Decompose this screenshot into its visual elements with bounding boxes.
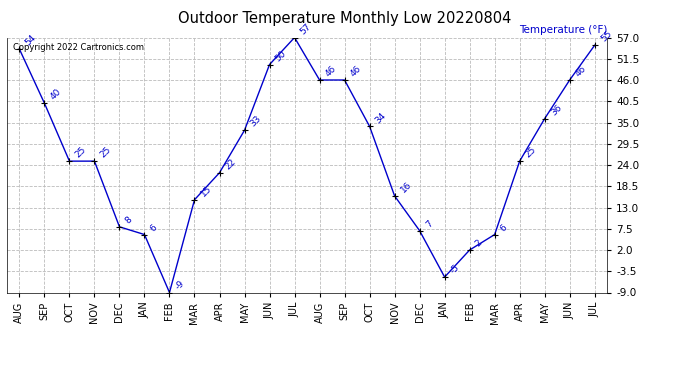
Text: Outdoor Temperature Monthly Low 20220804: Outdoor Temperature Monthly Low 20220804 bbox=[178, 11, 512, 26]
Text: 25: 25 bbox=[524, 146, 538, 160]
Text: 2: 2 bbox=[474, 238, 484, 249]
Text: 25: 25 bbox=[74, 146, 88, 160]
Text: 50: 50 bbox=[274, 49, 288, 63]
Text: 8: 8 bbox=[124, 215, 134, 225]
Text: -5: -5 bbox=[448, 263, 462, 276]
Text: Temperature (°F): Temperature (°F) bbox=[519, 25, 607, 35]
Text: 15: 15 bbox=[199, 184, 213, 198]
Text: 40: 40 bbox=[48, 87, 63, 102]
Text: 46: 46 bbox=[324, 64, 338, 79]
Text: 55: 55 bbox=[599, 29, 613, 44]
Text: 54: 54 bbox=[23, 33, 38, 48]
Text: 36: 36 bbox=[549, 103, 563, 117]
Text: 34: 34 bbox=[374, 111, 388, 125]
Text: 7: 7 bbox=[424, 219, 434, 229]
Text: Copyright 2022 Cartronics.com: Copyright 2022 Cartronics.com bbox=[13, 43, 144, 52]
Text: 22: 22 bbox=[224, 157, 238, 171]
Text: 6: 6 bbox=[148, 223, 159, 233]
Text: -9: -9 bbox=[174, 278, 186, 291]
Text: 46: 46 bbox=[348, 64, 363, 79]
Text: 16: 16 bbox=[399, 180, 413, 195]
Text: 6: 6 bbox=[499, 223, 509, 233]
Text: 25: 25 bbox=[99, 146, 113, 160]
Text: 46: 46 bbox=[574, 64, 589, 79]
Text: 57: 57 bbox=[299, 22, 313, 36]
Text: 33: 33 bbox=[248, 114, 263, 129]
